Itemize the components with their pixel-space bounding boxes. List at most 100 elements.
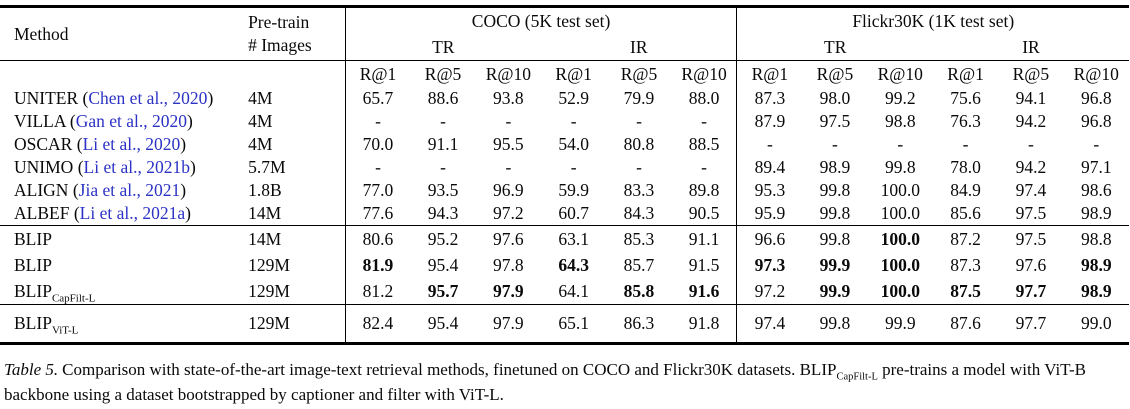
metric-value-cell: 65.1 xyxy=(541,304,607,344)
metric-value-cell: 80.6 xyxy=(344,225,411,252)
results-table: Method Pre-train # Images COCO (5K test … xyxy=(0,5,1129,345)
method-name: ALBEF xyxy=(14,203,70,223)
metric-header-r10: R@10 xyxy=(1063,60,1129,87)
citation-link[interactable]: Li et al., 2020 xyxy=(82,134,181,154)
method-cell: BLIPCapFilt-L xyxy=(0,278,248,305)
metric-value-cell: 99.8 xyxy=(802,304,868,344)
pretrain-cell: 4M xyxy=(248,88,273,108)
pretrain-label-line1: Pre-train xyxy=(248,12,310,32)
metric-value-cell: 85.8 xyxy=(623,280,655,301)
citation-link[interactable]: Jia et al., 2021 xyxy=(78,180,181,200)
metric-value-cell: 100.0 xyxy=(880,254,920,275)
citation-link[interactable]: Li et al., 2021a xyxy=(79,203,186,223)
metric-value-cell: 91.8 xyxy=(671,304,737,344)
method-cell: BLIPViT-L xyxy=(0,304,249,344)
metric-value-cell: 94.2 xyxy=(1015,111,1047,131)
table-row: UNIMO (Li et al., 2021b) 5.7M - - - - - - 89.4 98… xyxy=(0,156,1129,179)
method-cell: ALBEF (Li et al., 2021a) xyxy=(14,203,191,223)
metric-value-cell: - xyxy=(636,157,642,177)
metric-value-cell: - xyxy=(636,111,642,131)
metric-value-cell: 97.7 xyxy=(1015,280,1047,301)
metric-value-cell: 96.6 xyxy=(736,225,803,252)
table-row: OSCAR (Li et al., 2020) 4M 70.0 91.1 95.5 54.… xyxy=(0,133,1129,156)
metric-value-cell: 82.4 xyxy=(344,304,411,344)
metric-value-cell: 86.3 xyxy=(606,304,672,344)
citation-link[interactable]: Gan et al., 2020 xyxy=(75,111,188,131)
metric-header-r5: R@5 xyxy=(606,60,672,87)
method-name: BLIP xyxy=(14,254,52,275)
method-subscript: ViT-L xyxy=(51,324,79,337)
metric-value-cell: 100.0 xyxy=(867,225,933,252)
metric-header-r1: R@1 xyxy=(541,60,607,87)
citation-link[interactable]: Chen et al., 2020 xyxy=(88,88,208,108)
table-caption: Table 5. Comparison with state-of-the-art… xyxy=(0,357,1130,407)
metric-header-r10: R@10 xyxy=(867,60,933,87)
metric-header-r1: R@1 xyxy=(736,60,803,87)
metric-value-cell: 63.1 xyxy=(541,225,607,252)
metric-value-cell: 95.3 xyxy=(736,179,803,202)
metric-value-cell: 100.0 xyxy=(880,203,920,223)
metric-value-cell: 95.2 xyxy=(410,225,476,252)
metric-value-cell: 97.8 xyxy=(493,254,524,275)
metric-value-cell: 99.9 xyxy=(819,254,851,275)
metric-value-cell: 89.8 xyxy=(688,180,720,200)
metric-value-cell: - xyxy=(962,134,969,154)
metric-value-cell: 88.0 xyxy=(688,88,720,108)
metric-value-cell: 54.0 xyxy=(558,134,589,154)
table-row: VILLA (Gan et al., 2020) 4M - - - - - - 87.9 97.5… xyxy=(0,110,1129,133)
metric-value-cell: 98.9 xyxy=(1080,254,1112,275)
metric-value-cell: 90.5 xyxy=(688,203,720,223)
blank-header-cell xyxy=(0,60,249,87)
metric-value-cell: 97.2 xyxy=(493,203,524,223)
table-row: BLIP 14M 80.6 95.2 97.6 63.1 85.3 91.1 96.6 99.8 1… xyxy=(0,225,1129,252)
header-row-metrics: R@1 R@5 R@10 R@1 R@5 R@10 R@1 R@5 R@10 R… xyxy=(0,60,1129,87)
table-row: BLIP 129M 81.9 95.4 97.8 64.3 85.7 91.5 97.3 99.9… xyxy=(0,252,1129,278)
metric-value-cell: 83.3 xyxy=(623,180,655,200)
metric-value-cell: 64.1 xyxy=(558,280,589,301)
method-name: UNITER xyxy=(14,88,79,108)
caption-subscript: CapFilt-L xyxy=(836,371,878,383)
caption-text-after: pre-trains a model with ViT-B backbone u… xyxy=(4,360,1087,404)
pretrain-cell: 5.7M xyxy=(248,157,286,177)
metric-value-cell: 97.1 xyxy=(1080,157,1112,177)
metric-value-cell: - xyxy=(344,156,411,179)
method-name: BLIP xyxy=(14,313,52,333)
metric-value-cell: 95.7 xyxy=(427,280,459,301)
metric-value-cell: 87.6 xyxy=(932,304,999,344)
metric-value-cell: 79.9 xyxy=(623,88,655,108)
metric-header-r1: R@1 xyxy=(932,60,999,87)
metric-value-cell: - xyxy=(505,111,512,131)
metric-value-cell: - xyxy=(440,157,446,177)
metric-header-r10: R@10 xyxy=(671,60,737,87)
metric-value-cell: 98.9 xyxy=(1080,280,1112,301)
method-name: BLIP xyxy=(14,280,52,301)
metric-value-cell: 100.0 xyxy=(880,280,920,301)
metric-value-cell: 94.1 xyxy=(1015,88,1047,108)
metric-value-cell: 98.0 xyxy=(819,88,851,108)
metric-value-cell: - xyxy=(1027,134,1034,154)
metric-value-cell: 97.9 xyxy=(475,304,542,344)
citation-link[interactable]: Li et al., 2021b xyxy=(83,157,190,177)
header-row-tr-ir: TR IR TR IR xyxy=(0,34,1129,61)
metric-header-r5: R@5 xyxy=(410,60,476,87)
metric-value-cell: 95.9 xyxy=(736,202,803,226)
pretrain-cell: 14M xyxy=(248,225,346,252)
metric-value-cell: - xyxy=(440,111,446,131)
metric-value-cell: 89.4 xyxy=(736,156,803,179)
metric-value-cell: 97.6 xyxy=(475,225,542,252)
metric-header-r5: R@5 xyxy=(998,60,1064,87)
col-header-flickr-tr: TR xyxy=(736,34,933,61)
metric-value-cell: 80.8 xyxy=(623,134,655,154)
blank-header-cell xyxy=(248,60,346,87)
metric-value-cell: 85.6 xyxy=(950,203,981,223)
method-subscript: CapFilt-L xyxy=(51,292,96,304)
paper-table-figure: Method Pre-train # Images COCO (5K test … xyxy=(0,5,1130,407)
table-header: Method Pre-train # Images COCO (5K test … xyxy=(0,6,1129,87)
metric-value-cell: 85.7 xyxy=(623,254,655,275)
metric-value-cell: 99.8 xyxy=(819,203,851,223)
metric-value-cell: - xyxy=(701,111,707,131)
metric-value-cell: 97.5 xyxy=(1015,203,1047,223)
metric-value-cell: 98.8 xyxy=(1063,225,1129,252)
metric-value-cell: 91.5 xyxy=(688,254,720,275)
metric-value-cell: 65.7 xyxy=(344,87,411,110)
